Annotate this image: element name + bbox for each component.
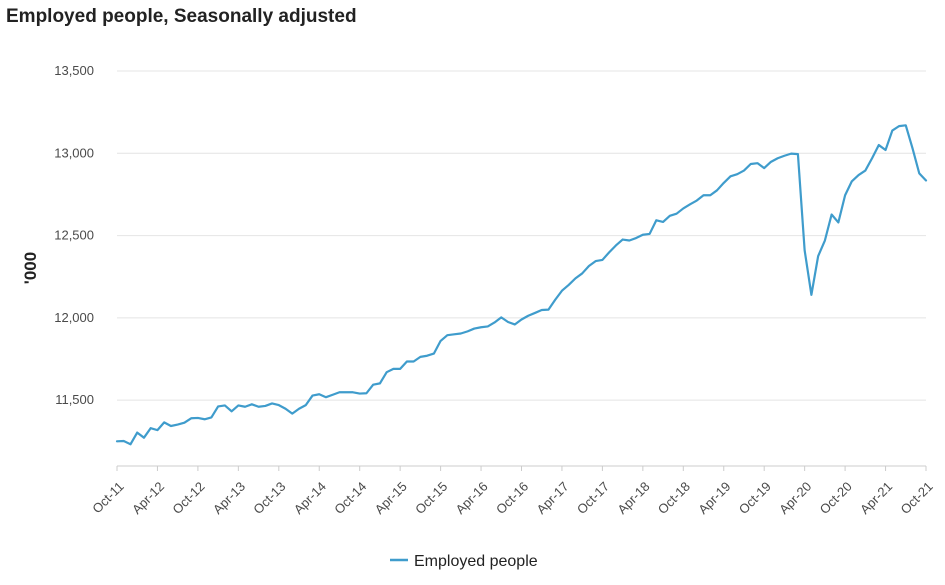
x-tick-label: Apr-21 xyxy=(857,479,895,517)
x-tick-label: Oct-18 xyxy=(655,479,693,517)
legend-label: Employed people xyxy=(414,553,538,570)
x-tick-label: Oct-17 xyxy=(574,479,612,517)
y-tick-label: 13,000 xyxy=(54,145,94,160)
x-tick-label: Apr-20 xyxy=(776,479,814,517)
x-tick-label: Apr-14 xyxy=(291,479,329,517)
chart-title: Employed people, Seasonally adjusted xyxy=(6,6,357,27)
x-tick-label: Oct-21 xyxy=(898,479,936,517)
x-tick-label: Apr-18 xyxy=(614,479,652,517)
y-axis-label: '000 xyxy=(21,252,40,284)
x-tick-label: Apr-16 xyxy=(453,479,491,517)
x-tick-label: Oct-19 xyxy=(736,479,774,517)
y-tick-label: 12,000 xyxy=(54,310,94,325)
x-tick-label: Apr-17 xyxy=(533,479,571,517)
x-tick-label: Oct-20 xyxy=(817,479,855,517)
x-tick-label: Apr-12 xyxy=(129,479,167,517)
x-tick-label: Apr-13 xyxy=(210,479,248,517)
x-tick-label: Oct-12 xyxy=(169,479,207,517)
x-tick-label: Oct-13 xyxy=(250,479,288,517)
series-line-employed-people xyxy=(115,124,928,446)
x-tick-label: Oct-15 xyxy=(412,479,450,517)
y-axis-ticks: 11,500 12,000 12,500 13,000 13,500 xyxy=(54,63,94,407)
y-tick-label: 12,500 xyxy=(54,228,94,243)
y-tick-label: 13,500 xyxy=(54,63,94,78)
x-tick-label: Apr-19 xyxy=(695,479,733,517)
x-tick-label: Apr-15 xyxy=(372,479,410,517)
legend: Employed people xyxy=(390,553,538,570)
y-tick-label: 11,500 xyxy=(55,392,94,407)
x-tick-label: Oct-11 xyxy=(89,479,127,517)
x-tick-label: Oct-16 xyxy=(493,479,531,517)
x-axis: Oct-11 Apr-12 Oct-12 Apr-13 Oct-13 Apr-14 Oct-… xyxy=(89,465,936,517)
series-layer xyxy=(115,124,928,446)
x-tick-label: Oct-14 xyxy=(331,479,369,517)
